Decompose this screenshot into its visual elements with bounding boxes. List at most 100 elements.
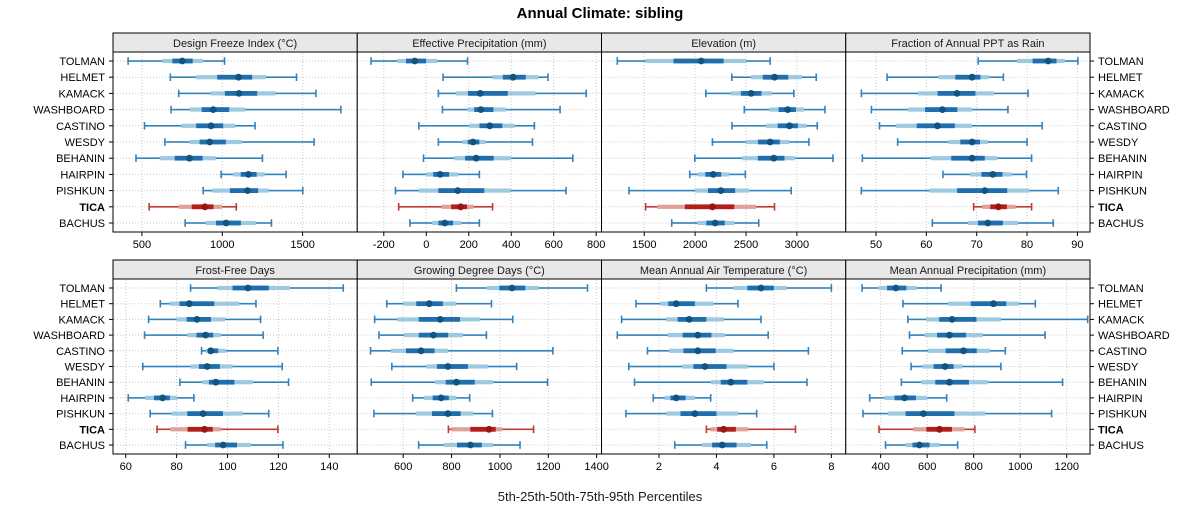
whisker-cap-95th bbox=[281, 362, 283, 371]
whisker-cap-95th bbox=[755, 409, 758, 418]
whisker-cap-5th bbox=[373, 315, 376, 324]
axis-tick-label: 1000 bbox=[1008, 461, 1032, 473]
whisker-cap-95th bbox=[547, 73, 549, 81]
whisker-cap-95th bbox=[808, 138, 810, 146]
whisker-cap-5th bbox=[149, 409, 151, 418]
median-dot bbox=[436, 171, 444, 178]
percentile-row-behanin bbox=[179, 378, 290, 386]
percentile-row-wesdy bbox=[896, 138, 1028, 146]
whisker-cap-5th bbox=[156, 425, 158, 434]
percentile-row-kamack bbox=[177, 89, 317, 98]
whisker-cap-95th bbox=[1025, 170, 1028, 179]
percentile-row-kamack bbox=[620, 315, 762, 324]
percentile-row-wesdy bbox=[910, 362, 1002, 371]
row-label-left-pishkun: PISHKUN bbox=[56, 409, 113, 421]
row-label-right-kamack: KAMACK bbox=[1090, 88, 1145, 100]
median-dot bbox=[411, 57, 419, 65]
percentile-row-wesdy bbox=[141, 362, 283, 371]
row-label-right-helmet: HELMET bbox=[1090, 72, 1143, 84]
percentile-row-bachus bbox=[884, 441, 959, 449]
whisker-cap-5th bbox=[447, 425, 450, 434]
whisker-cap-95th bbox=[490, 299, 493, 308]
figure-caption: 5th-25th-50th-75th-95th Percentiles bbox=[497, 489, 703, 504]
site-label: TOLMAN bbox=[59, 56, 105, 68]
whisker-cap-95th bbox=[572, 154, 574, 162]
percentile-row-washboard bbox=[616, 331, 769, 339]
whisker-cap-5th bbox=[860, 89, 863, 98]
percentile-row-tica bbox=[705, 425, 797, 434]
bar-inner bbox=[436, 364, 468, 369]
whisker-cap-95th bbox=[340, 105, 342, 114]
site-label: WASHBOARD bbox=[1098, 330, 1170, 342]
row-label-left-kamack: KAMACK bbox=[59, 314, 113, 326]
axis-tick-label: -200 bbox=[373, 239, 395, 251]
axis-tick-label: 400 bbox=[502, 239, 520, 251]
axis-tick-label: 80 bbox=[170, 461, 182, 473]
row-label-left-castino: CASTINO bbox=[56, 346, 113, 358]
whisker-cap-5th bbox=[900, 378, 903, 386]
percentile-row-kamack bbox=[373, 315, 514, 324]
whisker-cap-95th bbox=[1004, 347, 1007, 355]
median-dot bbox=[222, 219, 230, 227]
median-dot bbox=[784, 106, 792, 113]
axis-tick-label: 140 bbox=[320, 461, 338, 473]
whisker-cap-5th bbox=[705, 89, 707, 98]
whisker-cap-5th bbox=[127, 394, 130, 402]
axis-tick-label: 8 bbox=[828, 461, 834, 473]
whisker-cap-95th bbox=[1030, 154, 1033, 162]
site-label: KAMACK bbox=[1098, 88, 1145, 100]
bar-inner bbox=[470, 426, 496, 432]
percentile-row-behanin bbox=[861, 154, 1033, 162]
whisker-cap-95th bbox=[1086, 315, 1089, 324]
axis-tick-label: 500 bbox=[133, 239, 151, 251]
panel-strip-title: Effective Precipitation (mm) bbox=[412, 38, 546, 50]
row-label-left-washboard: WASHBOARD bbox=[33, 330, 113, 342]
whisker-cap-5th bbox=[743, 105, 746, 114]
axis-tick-label: 80 bbox=[1021, 239, 1033, 251]
median-dot bbox=[201, 203, 209, 211]
median-dot bbox=[672, 394, 680, 402]
whisker-cap-95th bbox=[552, 347, 554, 355]
whisker-cap-95th bbox=[824, 105, 826, 114]
percentile-row-pishkun bbox=[373, 409, 494, 418]
whisker-cap-5th bbox=[705, 284, 708, 292]
site-label: KAMACK bbox=[59, 88, 106, 100]
median-dot bbox=[437, 394, 445, 402]
percentile-row-helmet bbox=[169, 73, 298, 81]
median-dot bbox=[193, 316, 201, 323]
axis-tick-label: 2500 bbox=[734, 239, 758, 251]
median-dot bbox=[786, 122, 793, 130]
whisker-cap-5th bbox=[620, 315, 623, 324]
median-dot bbox=[209, 106, 217, 113]
whisker-cap-95th bbox=[255, 299, 257, 308]
whisker-cap-95th bbox=[277, 425, 279, 434]
row-label-right-pishkun: PISHKUN bbox=[1090, 409, 1147, 421]
whisker-cap-95th bbox=[832, 154, 834, 162]
percentile-row-hairpin bbox=[652, 394, 712, 402]
row-label-right-wesdy: WESDY bbox=[1090, 137, 1139, 149]
median-dot bbox=[771, 73, 778, 81]
whisker-cap-5th bbox=[370, 57, 372, 65]
median-dot bbox=[417, 347, 425, 355]
whisker-cap-5th bbox=[616, 331, 619, 339]
row-label-right-behanin: BEHANIN bbox=[1090, 377, 1147, 389]
site-label: CASTINO bbox=[1098, 121, 1147, 133]
whisker-cap-5th bbox=[169, 73, 172, 81]
row-label-left-tica: TICA bbox=[79, 424, 113, 436]
whisker-cap-95th bbox=[1057, 186, 1060, 195]
whisker-cap-95th bbox=[769, 57, 771, 65]
percentile-row-washboard bbox=[143, 331, 264, 339]
whisker-cap-95th bbox=[945, 394, 948, 402]
site-label: WASHBOARD bbox=[33, 330, 105, 342]
site-label: KAMACK bbox=[1098, 314, 1145, 326]
whisker-cap-95th bbox=[830, 284, 833, 292]
row-label-right-castino: CASTINO bbox=[1090, 121, 1147, 133]
percentile-row-hairpin bbox=[411, 394, 471, 402]
median-dot bbox=[1044, 57, 1052, 65]
site-label: HELMET bbox=[60, 72, 105, 84]
median-dot bbox=[508, 284, 516, 292]
median-dot bbox=[747, 90, 755, 97]
row-label-right-hairpin: HAIRPIN bbox=[1090, 393, 1143, 405]
whisker-cap-5th bbox=[902, 299, 904, 308]
site-label: WASHBOARD bbox=[1098, 105, 1170, 117]
